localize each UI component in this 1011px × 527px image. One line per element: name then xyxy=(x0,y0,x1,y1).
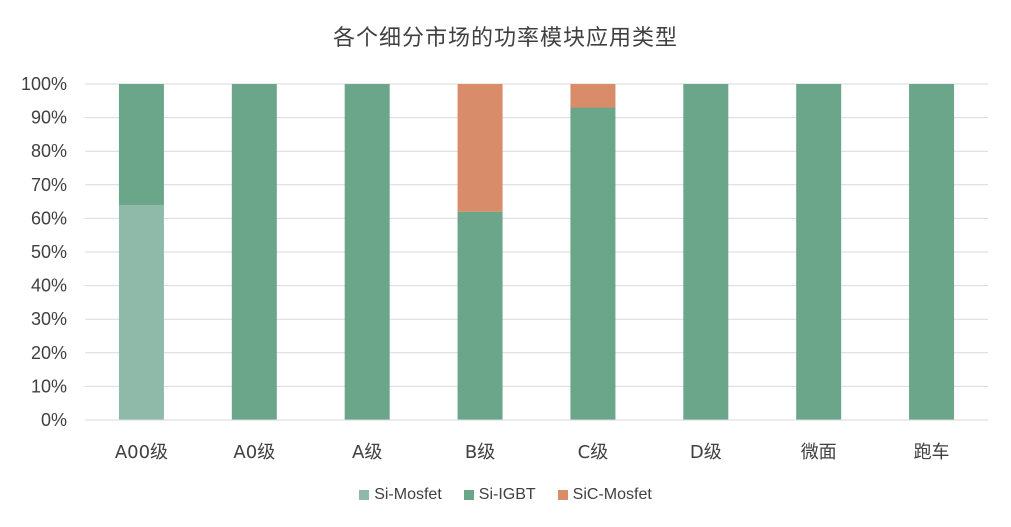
bar-sic-mosfet xyxy=(570,84,616,108)
y-tick-label: 20% xyxy=(31,343,67,363)
bar-si-mosfet xyxy=(118,204,164,420)
y-tick-label: 50% xyxy=(31,242,67,262)
y-tick-label: 10% xyxy=(31,376,67,396)
chart-title: 各个细分市场的功率模块应用类型 xyxy=(332,26,678,51)
bar-sic-mosfet xyxy=(457,84,503,212)
x-tick-label: D级 xyxy=(690,442,722,463)
legend-swatch xyxy=(557,490,568,500)
y-tick-label: 60% xyxy=(31,208,67,228)
bar-si-igbt xyxy=(570,107,616,421)
x-tick-label: B级 xyxy=(465,442,495,463)
y-tick-label: 70% xyxy=(31,175,67,195)
bar-si-igbt xyxy=(118,84,164,205)
y-tick-label: 100% xyxy=(21,74,67,94)
x-tick-label: 微面 xyxy=(801,442,837,463)
x-tick-label: A级 xyxy=(352,442,382,463)
bar-si-igbt xyxy=(909,84,955,420)
legend-item: Si-Mosfet xyxy=(359,486,442,504)
chart-legend: Si-Mosfet Si-IGBT SiC-Mosfet xyxy=(0,486,1011,504)
x-tick-label: C级 xyxy=(578,442,609,463)
legend-swatch xyxy=(359,490,370,500)
y-tick-label: 30% xyxy=(31,309,67,329)
y-tick-label: 90% xyxy=(31,108,67,128)
y-tick-label: 80% xyxy=(31,141,67,161)
legend-label: Si-IGBT xyxy=(478,486,536,503)
x-tick-label: A0级 xyxy=(233,442,275,463)
bar-si-igbt xyxy=(344,84,390,420)
legend-swatch xyxy=(463,490,474,500)
bar-si-igbt xyxy=(231,84,277,420)
legend-label: SiC-Mosfet xyxy=(572,486,652,503)
x-tick-label: 跑车 xyxy=(914,442,950,463)
legend-label: Si-Mosfet xyxy=(374,486,442,503)
y-tick-label: 0% xyxy=(41,410,67,430)
bar-si-igbt xyxy=(683,84,729,420)
y-tick-label: 40% xyxy=(31,276,67,296)
legend-item: Si-IGBT xyxy=(463,486,536,504)
legend-item: SiC-Mosfet xyxy=(557,486,652,504)
bar-si-igbt xyxy=(796,84,842,420)
bar-si-igbt xyxy=(457,211,503,420)
x-tick-label: A00级 xyxy=(115,442,168,463)
